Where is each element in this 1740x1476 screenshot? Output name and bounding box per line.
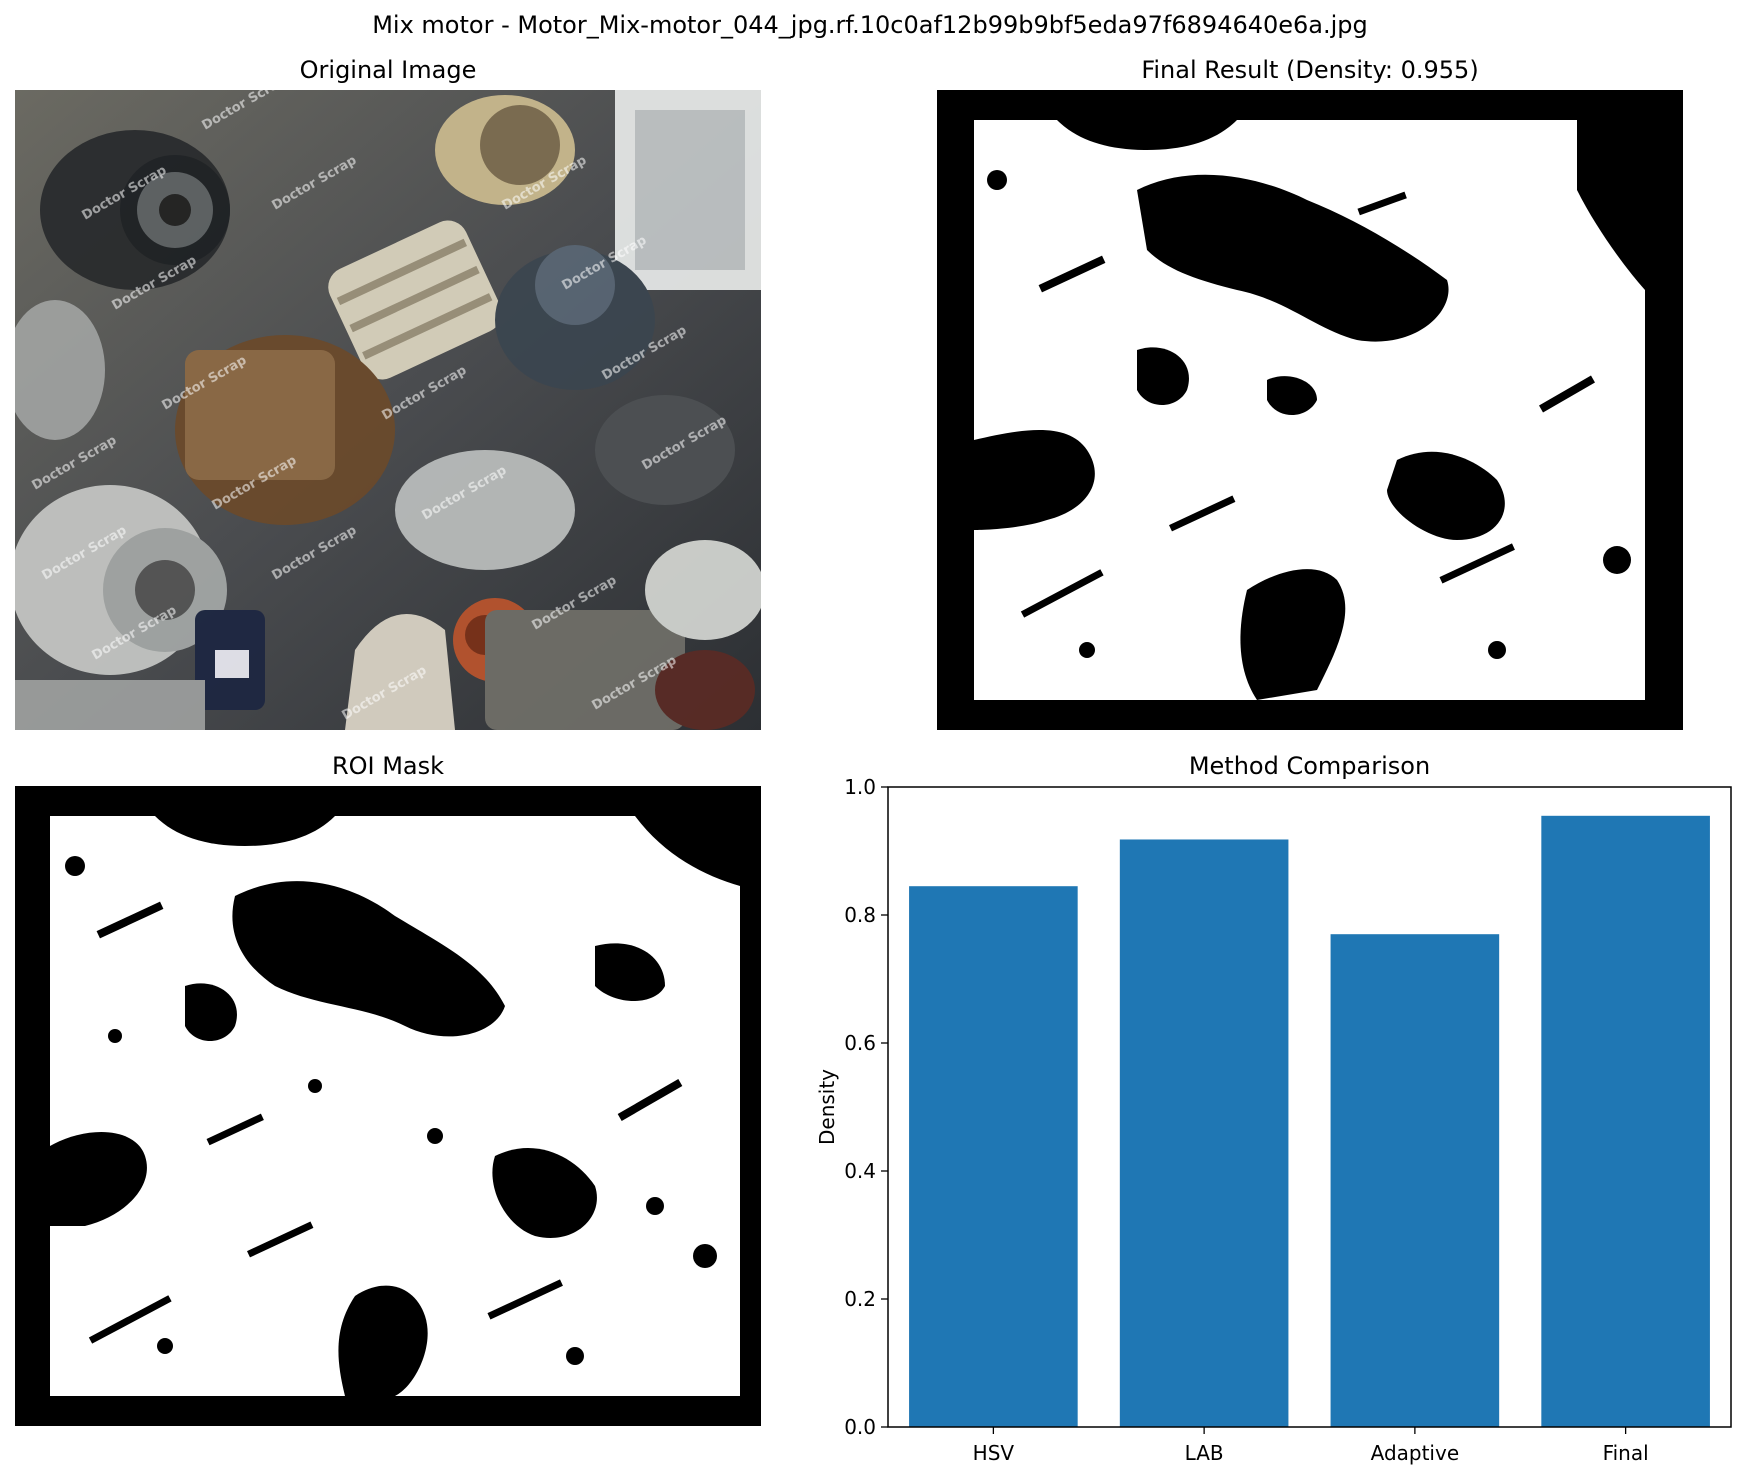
bar-adaptive: [1330, 934, 1500, 1427]
bar-final: [1541, 815, 1710, 1427]
x-tick-label: HSV: [973, 1441, 1015, 1465]
y-tick-label: 0.4: [844, 1159, 876, 1183]
original-image-title: Original Image: [299, 56, 477, 84]
y-tick-label: 0.2: [844, 1287, 876, 1311]
final-result-mask: [937, 90, 1683, 730]
plot-frame: [887, 786, 1732, 1428]
y-tick-label: 0.0: [844, 1415, 876, 1439]
figure-suptitle: Mix motor - Motor_Mix-motor_044_jpg.rf.1…: [372, 11, 1368, 39]
comparison-chart-title: Method Comparison: [1188, 752, 1431, 780]
original-image: Doctor Scrap Doctor Scrap Doctor Scrap D…: [15, 90, 761, 730]
roi-mask-title: ROI Mask: [331, 752, 445, 780]
y-tick-label: 0.8: [844, 903, 876, 927]
x-tick-label: Adaptive: [1371, 1441, 1460, 1465]
y-tick-label: 0.6: [844, 1031, 876, 1055]
roi-mask: [15, 786, 761, 1426]
bar-lab: [1119, 839, 1289, 1427]
bar-hsv: [909, 886, 1078, 1427]
x-tick-label: LAB: [1185, 1441, 1224, 1465]
x-tick-label: Final: [1603, 1441, 1649, 1465]
final-result-title: Final Result (Density: 0.955): [1141, 56, 1479, 84]
y-axis-label: Density: [815, 1069, 839, 1145]
scrap-pile-photo: Doctor Scrap Doctor Scrap Doctor Scrap D…: [15, 90, 761, 730]
y-tick-label: 1.0: [844, 775, 876, 799]
